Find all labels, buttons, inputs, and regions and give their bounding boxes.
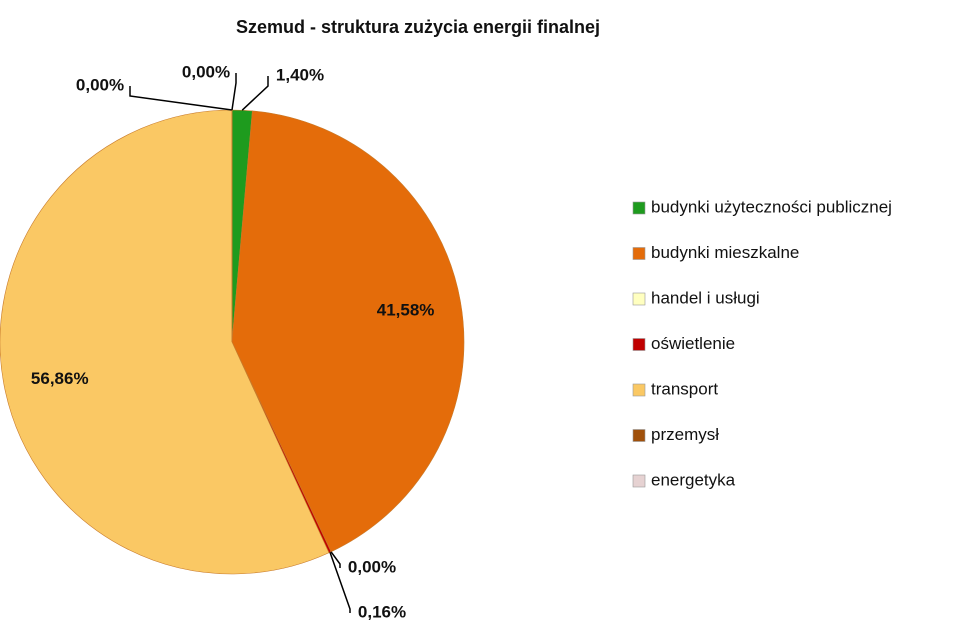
data-label: 56,86% [31, 369, 89, 388]
legend-label: budynki mieszkalne [651, 243, 799, 262]
legend-swatch [632, 247, 646, 260]
legend-swatch [632, 201, 646, 215]
pie-slice [0, 109, 330, 575]
legend-swatch [632, 429, 646, 442]
legend-label: energetyka [651, 470, 736, 489]
data-label: 0,00% [348, 557, 396, 576]
leader-line [231, 73, 237, 111]
leader-line [129, 86, 233, 111]
data-label: 0,00% [76, 75, 124, 94]
legend-swatch [632, 292, 646, 306]
legend-swatch [632, 474, 646, 488]
legend-label: budynki użyteczności publicznej [651, 197, 892, 216]
leader-line [330, 551, 341, 568]
chart-title: Szemud - struktura zużycia energii final… [236, 17, 600, 37]
data-label: 0,16% [358, 602, 406, 621]
legend-swatch [632, 383, 646, 397]
pie-slice [231, 110, 465, 553]
data-label: 41,58% [377, 301, 435, 320]
data-label: 1,40% [276, 65, 324, 84]
legend-label: oświetlenie [651, 334, 735, 353]
leader-line [329, 552, 351, 613]
legend-label: handel i usługi [651, 288, 760, 307]
legend-label: transport [651, 379, 718, 398]
legend-swatch [632, 338, 646, 351]
legend-label: przemysł [651, 425, 719, 444]
data-label: 0,00% [182, 62, 230, 81]
leader-line [241, 76, 269, 111]
